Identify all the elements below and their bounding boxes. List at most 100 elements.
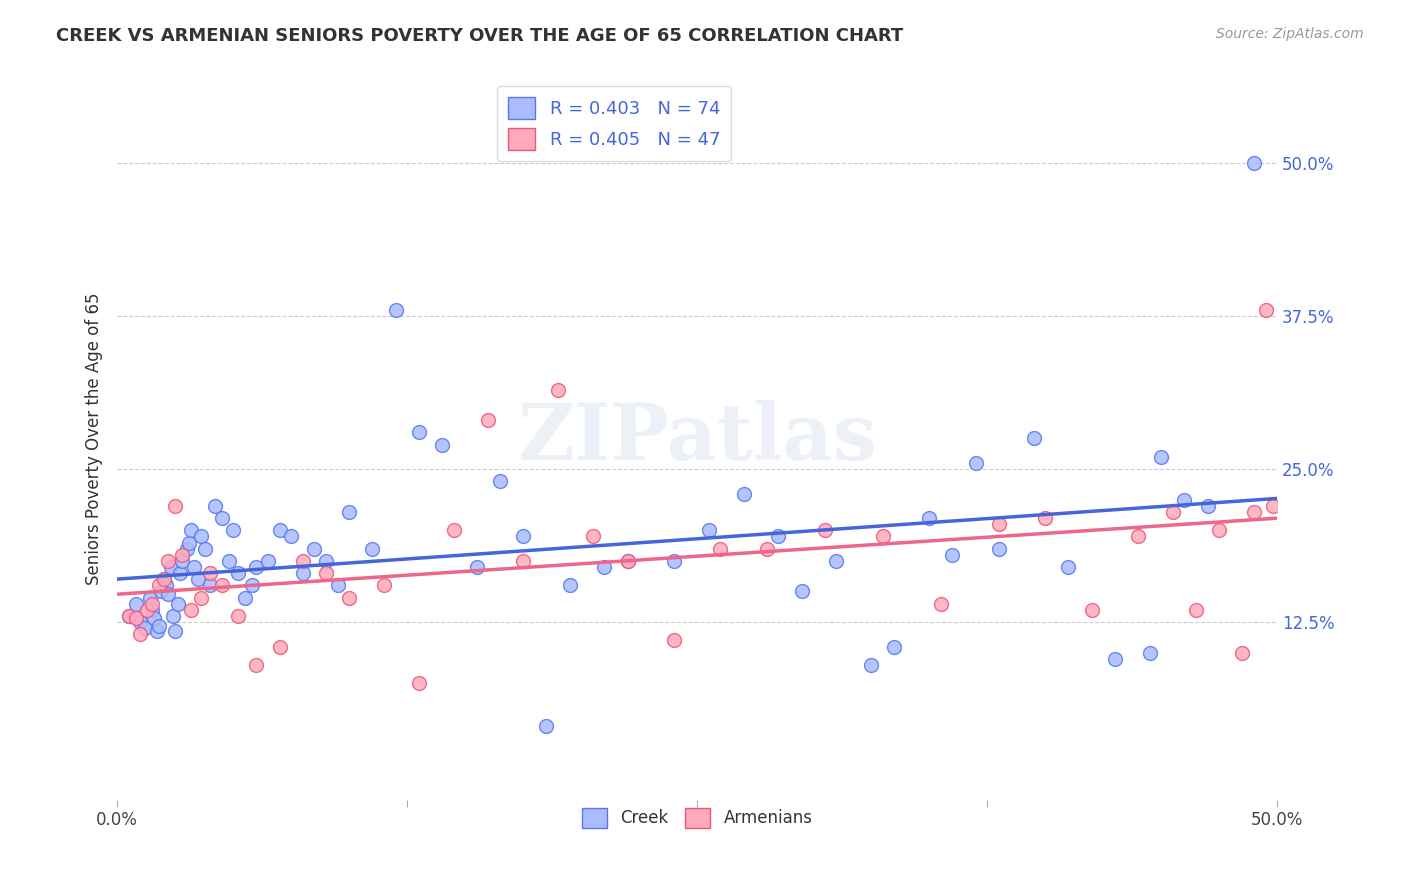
Point [183, 560, 205, 574]
Point [222, 523, 245, 537]
Point [150, 584, 173, 599]
Point [172, 554, 194, 568]
Point [145, 624, 167, 638]
Point [860, 657, 883, 672]
Point [291, 566, 314, 580]
Point [662, 554, 685, 568]
Point [1150, 450, 1173, 464]
Point [315, 566, 337, 580]
Point [165, 624, 187, 638]
Point [118, 609, 141, 624]
Point [337, 591, 360, 605]
Point [180, 603, 202, 617]
Point [179, 535, 201, 549]
Point [280, 529, 302, 543]
Point [361, 541, 384, 556]
Point [190, 591, 212, 605]
Point [593, 560, 616, 574]
Point [326, 578, 349, 592]
Point [118, 609, 141, 624]
Point [245, 560, 267, 574]
Point [1080, 603, 1102, 617]
Point [733, 486, 755, 500]
Point [315, 554, 337, 568]
Point [152, 572, 174, 586]
Point [929, 597, 952, 611]
Point [373, 578, 395, 592]
Point [825, 554, 848, 568]
Point [152, 572, 174, 586]
Point [1173, 492, 1195, 507]
Point [148, 618, 170, 632]
Point [1139, 646, 1161, 660]
Text: CREEK VS ARMENIAN SENIORS POVERTY OVER THE AGE OF 65 CORRELATION CHART: CREEK VS ARMENIAN SENIORS POVERTY OVER T… [56, 27, 904, 45]
Point [443, 523, 465, 537]
Point [1185, 603, 1208, 617]
Point [172, 548, 194, 562]
Point [430, 437, 453, 451]
Point [1126, 529, 1149, 543]
Point [157, 587, 180, 601]
Point [269, 640, 291, 654]
Point [162, 609, 184, 624]
Point [157, 554, 180, 568]
Point [190, 529, 212, 543]
Text: Source: ZipAtlas.com: Source: ZipAtlas.com [1216, 27, 1364, 41]
Point [709, 541, 731, 556]
Point [134, 621, 156, 635]
Point [166, 597, 188, 611]
Point [1022, 432, 1045, 446]
Point [155, 578, 177, 592]
Point [198, 578, 221, 592]
Point [204, 499, 226, 513]
Point [233, 591, 256, 605]
Point [768, 529, 790, 543]
Point [304, 541, 326, 556]
Point [138, 591, 160, 605]
Point [176, 541, 198, 556]
Point [211, 511, 233, 525]
Point [408, 425, 430, 440]
Point [790, 584, 813, 599]
Point [697, 523, 720, 537]
Point [148, 578, 170, 592]
Point [240, 578, 263, 592]
Point [129, 627, 152, 641]
Point [337, 505, 360, 519]
Point [245, 657, 267, 672]
Point [489, 475, 512, 489]
Point [141, 603, 163, 617]
Point [918, 511, 941, 525]
Point [180, 523, 202, 537]
Point [1261, 499, 1284, 513]
Point [582, 529, 605, 543]
Point [1254, 303, 1277, 318]
Point [129, 615, 152, 629]
Point [143, 611, 166, 625]
Point [477, 413, 499, 427]
Point [194, 541, 217, 556]
Point [1208, 523, 1230, 537]
Point [465, 560, 488, 574]
Point [558, 578, 581, 592]
Point [987, 541, 1010, 556]
Point [198, 566, 221, 580]
Point [872, 529, 894, 543]
Point [941, 548, 963, 562]
Point [1243, 505, 1265, 519]
Point [226, 566, 249, 580]
Point [662, 633, 685, 648]
Point [269, 523, 291, 537]
Point [211, 578, 233, 592]
Point [814, 523, 837, 537]
Point [883, 640, 905, 654]
Point [547, 383, 569, 397]
Point [1197, 499, 1219, 513]
Point [291, 554, 314, 568]
Point [169, 566, 191, 580]
Point [755, 541, 778, 556]
Point [257, 554, 280, 568]
Point [1243, 156, 1265, 170]
Point [512, 554, 534, 568]
Point [987, 517, 1010, 532]
